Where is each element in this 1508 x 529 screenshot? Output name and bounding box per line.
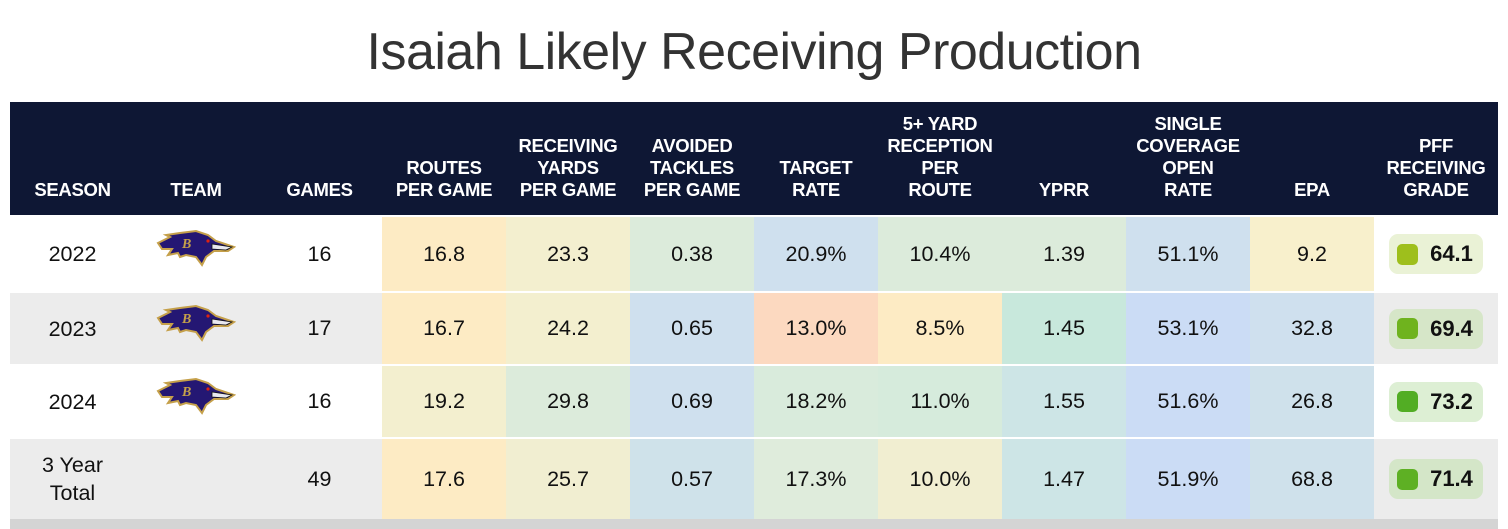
stat-cell: 51.9% xyxy=(1126,439,1250,519)
grade-color-square-icon xyxy=(1397,243,1419,265)
table-row: 2024 B 16 19.2 29.8 0.69 18.2% 11.0% 1.55 51.6% 26… xyxy=(10,366,1498,437)
stat-cell: 16.8 xyxy=(382,217,506,291)
stat-cell: 24.2 xyxy=(506,293,630,364)
column-header: PFF RECEIVING GRADE xyxy=(1386,135,1486,200)
team-cell: B xyxy=(135,293,257,364)
stat-cell: 1.45 xyxy=(1002,293,1126,364)
column-header: 5+ YARD RECEPTION PER ROUTE xyxy=(887,113,993,200)
ravens-logo-icon: B xyxy=(156,375,237,421)
stat-cell: 18.2% xyxy=(754,366,878,437)
grade-cell: 73.2 xyxy=(1374,366,1498,437)
stat-cell: 8.5% xyxy=(878,293,1002,364)
column-header: AVOIDED TACKLES PER GAME xyxy=(643,135,741,200)
stat-cell: 26.8 xyxy=(1250,366,1374,437)
stat-cell: 32.8 xyxy=(1250,293,1374,364)
stat-cell: 10.4% xyxy=(878,217,1002,291)
stats-table: SEASON TEAM GAMES ROUTES PER GAME RECEIVING YA… xyxy=(10,102,1498,529)
ravens-logo-icon: B xyxy=(156,227,237,273)
stat-cell: 51.1% xyxy=(1126,217,1250,291)
table-row: 2022 B 16 16.8 23.3 0.38 20.9% 10.4% 1.39 51.1% 9.… xyxy=(10,217,1498,291)
stat-cell: 1.47 xyxy=(1002,439,1126,519)
stat-cell: 20.9% xyxy=(754,217,878,291)
stat-cell: 68.8 xyxy=(1250,439,1374,519)
season-cell: 2023 xyxy=(48,316,97,341)
grade-color-square-icon xyxy=(1397,318,1419,339)
svg-text:B: B xyxy=(181,312,191,327)
grade-value: 73.2 xyxy=(1430,388,1473,414)
table-body: 2022 B 16 16.8 23.3 0.38 20.9% 10.4% 1.39 51.1% 9.… xyxy=(10,217,1498,519)
games-cell: 16 xyxy=(307,241,332,266)
stat-cell: 29.8 xyxy=(506,366,630,437)
stat-cell: 0.69 xyxy=(630,366,754,437)
grade-badge: 64.1 xyxy=(1389,234,1483,274)
stat-cell: 17.3% xyxy=(754,439,878,519)
column-header: SEASON xyxy=(34,179,111,200)
grade-badge: 69.4 xyxy=(1389,308,1483,349)
games-cell: 49 xyxy=(307,466,332,491)
svg-text:B: B xyxy=(181,385,191,400)
stat-cell: 16.7 xyxy=(382,293,506,364)
column-header: TARGET RATE xyxy=(779,157,853,200)
team-cell: B xyxy=(135,217,257,291)
grade-value: 69.4 xyxy=(1430,315,1473,341)
page-title: Isaiah Likely Receiving Production xyxy=(366,23,1142,81)
games-cell: 17 xyxy=(307,316,332,340)
stat-cell: 51.6% xyxy=(1126,366,1250,437)
table-row: 2023 B 17 16.7 24.2 0.65 13.0% 8.5% 1.45 53.1% 32.… xyxy=(10,293,1498,364)
stat-cell: 9.2 xyxy=(1250,217,1374,291)
column-header: RECEIVING YARDS PER GAME xyxy=(518,135,618,200)
stat-cell: 11.0% xyxy=(878,366,1002,437)
stat-cell: 0.65 xyxy=(630,293,754,364)
grade-badge: 71.4 xyxy=(1389,459,1483,499)
stat-cell: 10.0% xyxy=(878,439,1002,519)
grade-color-square-icon xyxy=(1397,468,1419,490)
grade-cell: 69.4 xyxy=(1374,293,1498,364)
grade-cell: 64.1 xyxy=(1374,217,1498,291)
stat-cell: 17.6 xyxy=(382,439,506,519)
stat-cell: 25.7 xyxy=(506,439,630,519)
stat-cell: 0.38 xyxy=(630,217,754,291)
season-cell: 2022 xyxy=(48,242,97,266)
stat-cell: 0.57 xyxy=(630,439,754,519)
grade-value: 64.1 xyxy=(1430,241,1473,266)
table-header: SEASON TEAM GAMES ROUTES PER GAME RECEIVING YA… xyxy=(10,102,1498,215)
column-header: YPRR xyxy=(1038,179,1090,200)
grade-badge: 73.2 xyxy=(1389,381,1483,422)
grade-value: 71.4 xyxy=(1430,466,1473,491)
stat-cell: 13.0% xyxy=(754,293,878,364)
table-row: 3 Year Total 49 17.6 25.7 0.57 17.3% 10.0% 1.47 5… xyxy=(10,439,1498,519)
column-header: EPA xyxy=(1294,179,1330,200)
stat-cell: 53.1% xyxy=(1126,293,1250,364)
games-cell: 16 xyxy=(307,389,332,413)
ravens-logo-icon: B xyxy=(156,302,237,348)
column-header: SINGLE COVERAGE OPEN RATE xyxy=(1136,113,1240,200)
stat-cell: 1.39 xyxy=(1002,217,1126,291)
season-cell: 2024 xyxy=(48,389,97,414)
team-cell xyxy=(135,439,257,519)
stat-cell: 23.3 xyxy=(506,217,630,291)
grade-cell: 71.4 xyxy=(1374,439,1498,519)
stat-cell: 1.55 xyxy=(1002,366,1126,437)
column-header: TEAM xyxy=(170,179,222,200)
svg-text:B: B xyxy=(181,237,191,252)
column-header: ROUTES PER GAME xyxy=(395,157,493,200)
grade-color-square-icon xyxy=(1397,391,1419,412)
stat-cell: 19.2 xyxy=(382,366,506,437)
team-cell: B xyxy=(135,366,257,437)
table-bottom-border xyxy=(10,519,1498,529)
column-header: GAMES xyxy=(286,179,353,200)
season-cell: 3 Year Total xyxy=(42,453,103,505)
